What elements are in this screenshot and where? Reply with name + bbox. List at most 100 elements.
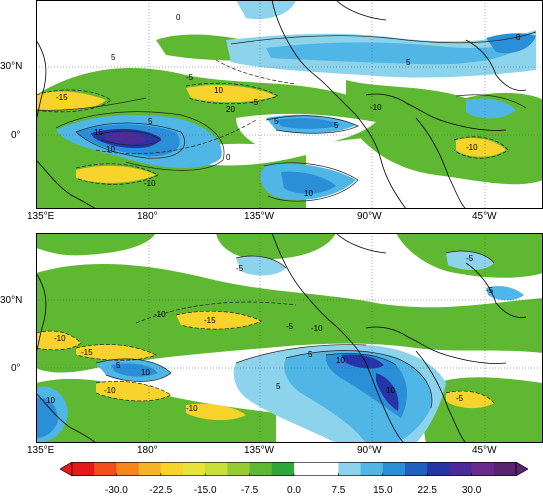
colorbar-segment [405, 462, 428, 476]
contour-value-labels: 0 5 -5 -15 10 20 15 5 10 -5 5 0 -10 5 10… [56, 13, 521, 198]
colorbar-segment [94, 462, 117, 476]
contour-label: -10 [54, 334, 66, 343]
colorbar-segment [227, 462, 251, 476]
lat-label-30n-bottom: 30°N [0, 295, 23, 306]
contour-label: 10 [141, 368, 150, 377]
contour-label: -10 [370, 103, 382, 112]
contour-label: -5 [236, 264, 244, 273]
contour-value-labels: -5 -5 -10 -15 -10 -15 5 10 -5 -10 10 5 -… [46, 254, 494, 413]
contour-label: 0 [176, 13, 181, 22]
contour-label: 5 [148, 117, 153, 126]
contour-label: 10 [46, 396, 55, 405]
contour-label: -5 [456, 394, 464, 403]
lon-label-90w-bottom: 90°W [357, 445, 382, 456]
lon-label-135w-top: 135°W [244, 211, 275, 222]
contour-label: 5 [334, 121, 339, 130]
colorbar-segment [449, 462, 473, 476]
colorbar-extend-low [59, 461, 73, 477]
lon-label-135w-bottom: 135°W [244, 445, 275, 456]
colorbar-segment [427, 462, 450, 476]
colorbar-segment [72, 462, 95, 476]
contour-label: 10 [106, 145, 115, 154]
colorbar-segment [205, 462, 228, 476]
contour-label: -15 [81, 348, 93, 357]
contour-label: 5 [276, 382, 281, 391]
contour-label: -5 [251, 98, 259, 107]
colorbar-segment [183, 462, 206, 476]
colorbar [59, 461, 529, 477]
contour-label: 10 [304, 189, 313, 198]
contour-label: -15 [204, 316, 216, 325]
lon-label-180-bottom: 180° [137, 445, 158, 456]
lat-label-0-top: 0° [11, 130, 21, 141]
lon-label-90w-top: 90°W [357, 211, 382, 222]
contour-label: 10 [336, 356, 345, 365]
contour-lines-negative [36, 59, 509, 185]
colorbar-segment [316, 462, 339, 476]
contour-label: -5 [466, 254, 474, 263]
contour-label: -10 [104, 386, 116, 395]
colorbar-segment [138, 462, 162, 476]
contour-label: 20 [226, 105, 235, 114]
map-panel-top: 0 5 -5 -15 10 20 15 5 10 -5 5 0 -10 5 10… [36, 0, 543, 209]
colorbar-segment [471, 462, 495, 476]
coastlines [36, 0, 527, 209]
contour-label: -10 [466, 143, 478, 152]
contour-label: -10 [186, 404, 198, 413]
colorbar-segment [382, 462, 406, 476]
graticule [36, 233, 543, 443]
colorbar-tick-label: 7.5 [331, 485, 346, 496]
contour-label: -10 [154, 310, 166, 319]
contour-lines [36, 31, 537, 202]
coastlines [36, 233, 527, 443]
colorbar-tick-label: 0.0 [287, 485, 301, 496]
contour-label: 5 [274, 117, 279, 126]
contour-lines [95, 250, 495, 409]
colorbar-segment [493, 462, 517, 476]
colorbar-segment [116, 462, 140, 476]
contour-label: -10 [144, 179, 156, 188]
colorbar-segment [338, 462, 362, 476]
map-panel-bottom: -5 -5 -10 -15 -10 -15 5 10 -5 -10 10 5 -… [36, 233, 543, 443]
colorbar-extend-high [515, 461, 529, 477]
anomaly-fill-regions [36, 233, 543, 443]
contour-lines-negative [36, 301, 495, 404]
contour-label: -10 [311, 324, 323, 333]
contour-label: -5 [286, 322, 294, 331]
colorbar-segment [160, 462, 184, 476]
contour-label: 0 [516, 33, 521, 42]
lon-label-45w-bottom: 45°W [472, 445, 497, 456]
colorbar-tick-label: -15.0 [193, 485, 217, 496]
lon-label-180-top: 180° [137, 211, 158, 222]
colorbar-tick-label: 30.0 [461, 485, 482, 496]
contour-label: -15 [56, 93, 68, 102]
colorbar-tick-label: -22.5 [149, 485, 173, 496]
map-top-svg: 0 5 -5 -15 10 20 15 5 10 -5 5 0 -10 5 10… [36, 0, 543, 209]
colorbar-tick-label: -30.0 [104, 485, 128, 496]
anomaly-fill-regions [36, 0, 543, 209]
colorbar-segment [249, 462, 273, 476]
map-bottom-svg: -5 -5 -10 -15 -10 -15 5 10 -5 -10 10 5 -… [36, 233, 543, 443]
colorbar-segment [294, 462, 317, 476]
colorbar-segment [360, 462, 384, 476]
colorbar-segment [271, 462, 295, 476]
contour-label: 5 [308, 350, 313, 359]
lon-label-135e-top: 135°E [27, 211, 55, 222]
lon-label-45w-top: 45°W [472, 211, 497, 222]
contour-label: -5 [486, 286, 494, 295]
contour-label: 0 [226, 153, 231, 162]
lat-label-0-bottom: 0° [11, 363, 21, 374]
lat-label-30n-top: 30°N [0, 61, 23, 72]
colorbar-tick-label: -7.5 [240, 485, 259, 496]
contour-label: -5 [186, 73, 194, 82]
contour-label: 15 [94, 128, 103, 137]
contour-label: 10 [386, 386, 395, 395]
graticule [36, 0, 543, 209]
contour-label: 10 [214, 86, 223, 95]
contour-label: 5 [406, 58, 411, 67]
colorbar-tick-label: 15.0 [373, 485, 393, 496]
lon-label-135e-bottom: 135°E [27, 445, 55, 456]
colorbar-tick-label: 22.5 [417, 485, 437, 496]
contour-label: 5 [116, 361, 121, 370]
colorbar-svg [59, 461, 529, 477]
